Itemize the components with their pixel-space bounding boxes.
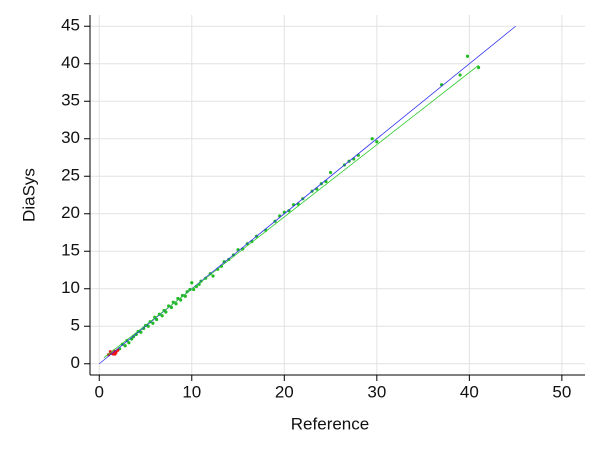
point (375, 140, 379, 144)
x-axis-label: Reference (291, 414, 369, 433)
point (127, 341, 131, 345)
point (155, 317, 159, 322)
point (190, 281, 194, 285)
y-tick-label: 35 (61, 91, 80, 110)
point (458, 73, 462, 77)
y-tick-label: 5 (71, 316, 80, 335)
point (180, 293, 185, 298)
x-tick-label: 0 (95, 382, 104, 401)
line (103, 64, 479, 359)
point (160, 314, 164, 318)
point (222, 260, 226, 264)
point (211, 274, 215, 278)
point (328, 170, 333, 175)
point (183, 294, 187, 298)
y-tick-label: 0 (71, 353, 80, 372)
point (370, 137, 374, 141)
point (476, 65, 481, 70)
y-tick-label: 10 (61, 278, 80, 297)
x-tick-label: 10 (182, 382, 201, 401)
point (151, 321, 155, 325)
x-tick-label: 50 (552, 382, 571, 401)
point (179, 298, 183, 302)
x-tick-label: 20 (275, 382, 294, 401)
y-tick-label: 40 (61, 53, 80, 72)
point (123, 344, 127, 348)
point (227, 257, 231, 262)
y-tick-label: 45 (61, 16, 80, 35)
point (164, 310, 168, 314)
x-tick-label: 40 (460, 382, 479, 401)
y-tick-label: 20 (61, 203, 80, 222)
y-tick-label: 15 (61, 241, 80, 260)
point (113, 352, 117, 356)
y-tick-label: 25 (61, 166, 80, 185)
line (99, 25, 516, 365)
point (287, 209, 291, 213)
x-tick-label: 30 (367, 382, 386, 401)
y-tick-label: 30 (61, 128, 80, 147)
point (169, 305, 174, 310)
point (174, 302, 178, 306)
point (125, 338, 129, 343)
point (131, 335, 136, 339)
point (146, 324, 150, 328)
point (465, 54, 470, 58)
point (134, 332, 138, 337)
point (139, 330, 143, 334)
y-axis-label: DiaSys (19, 168, 38, 222)
